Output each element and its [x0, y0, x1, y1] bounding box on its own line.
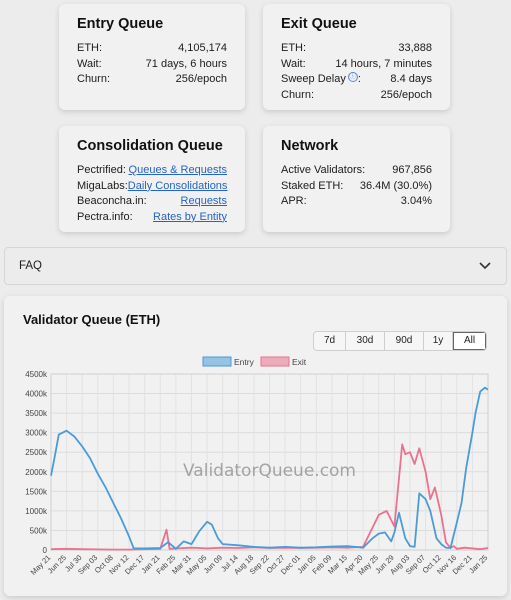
- beaconchain-row: Beaconcha.in: Requests: [77, 194, 227, 210]
- exit-queue-card: Exit Queue ETH: 33,888 Wait: 14 hours, 7 m…: [263, 4, 450, 110]
- y-tick-label: 4000k: [25, 390, 48, 399]
- entry-queue-card: Entry Queue ETH: 4,105,174 Wait: 71 days, …: [59, 4, 245, 110]
- active-validators-row: Active Validators: 967,856: [281, 163, 432, 179]
- entry-queue-title: Entry Queue: [77, 16, 164, 32]
- pectra-info-link[interactable]: Rates by Entity: [153, 210, 227, 223]
- chart-title: Validator Queue (ETH): [23, 312, 161, 327]
- consolidation-queue-title: Consolidation Queue: [77, 138, 223, 154]
- range-7d-button[interactable]: 7d: [314, 332, 346, 350]
- y-tick-label: 1500k: [25, 487, 48, 496]
- chart-watermark: ValidatorQueue.com: [183, 461, 356, 481]
- staked-eth-row: Staked ETH: 36.4M (30.0%): [281, 179, 432, 195]
- plot-area-border: [50, 373, 489, 551]
- entry-wait-row: Wait: 71 days, 6 hours: [77, 57, 227, 73]
- info-icon[interactable]: ⓘ: [347, 72, 358, 83]
- y-tick-label: 3000k: [25, 429, 48, 438]
- staked-eth-value: 36.4M (30.0%): [359, 179, 432, 192]
- entry-wait-value: 71 days, 6 hours: [145, 57, 227, 70]
- validator-queue-chart: 0 500k 1000k 1500k 2000k 2500k 3000k 3500k 4000k…: [25, 356, 489, 577]
- legend-swatch-exit: [260, 356, 290, 367]
- network-card: Network Active Validators: 967,856 Staked…: [263, 126, 450, 232]
- series-line-entry: [50, 386, 489, 550]
- validator-queue-chart-card: 0 500k 1000k 1500k 2000k 2500k 3000k 3500k 4000k…: [4, 296, 507, 596]
- apr-row: APR: 3.04%: [281, 194, 432, 210]
- legend-label-entry: Entry: [234, 357, 255, 367]
- y-tick-label: 500k: [30, 526, 48, 535]
- exit-queue-title: Exit Queue: [281, 16, 357, 32]
- apr-value: 3.04%: [400, 195, 432, 208]
- exit-churn-row: Churn: 256/epoch: [281, 88, 432, 104]
- y-tick-label: 4500k: [25, 370, 48, 379]
- entry-churn-value: 256/epoch: [175, 73, 227, 86]
- entry-eth-row: ETH: 4,105,174: [77, 41, 227, 57]
- entry-churn-row: Churn: 256/epoch: [77, 72, 227, 88]
- exit-sweep-row: Sweep Delay ⓘ:8.4 days: [281, 72, 432, 88]
- pectra-info-row: Pectra.info: Rates by Entity: [77, 210, 227, 226]
- exit-sweep-value: 8.4 days: [390, 73, 432, 86]
- y-tick-label: 0: [43, 546, 48, 555]
- range-30d-button[interactable]: 30d: [346, 332, 385, 350]
- y-tick-label: 2000k: [25, 468, 48, 477]
- legend-swatch-entry: [202, 356, 232, 367]
- migalabs-link[interactable]: Daily Consolidations: [127, 179, 228, 192]
- pectrified-link[interactable]: Queues & Requests: [128, 164, 227, 176]
- exit-wait-row: Wait: 14 hours, 7 minutes: [281, 57, 432, 73]
- beaconchain-link[interactable]: Requests: [180, 195, 227, 208]
- consolidation-queue-card: Consolidation Queue Pectrified: Queues & …: [59, 126, 245, 232]
- legend-label-exit: Exit: [292, 357, 307, 367]
- faq-accordion[interactable]: FAQ: [4, 247, 507, 285]
- y-tick-label: 2500k: [25, 448, 48, 457]
- entry-eth-value: 4,105,174: [178, 42, 227, 54]
- faq-label: FAQ: [19, 260, 43, 272]
- range-all-button[interactable]: All: [453, 332, 486, 350]
- range-90d-button[interactable]: 90d: [385, 332, 424, 350]
- exit-churn-value: 256/epoch: [380, 88, 432, 101]
- exit-wait-value: 14 hours, 7 minutes: [335, 57, 432, 70]
- chevron-down-icon: [479, 262, 491, 270]
- y-tick-label: 1000k: [25, 507, 48, 516]
- active-validators-value: 967,856: [392, 164, 432, 176]
- range-1y-button[interactable]: 1y: [424, 332, 453, 350]
- network-title: Network: [281, 138, 339, 154]
- exit-eth-row: ETH: 33,888: [281, 41, 432, 57]
- y-tick-label: 3500k: [25, 409, 48, 418]
- exit-eth-value: 33,888: [398, 42, 432, 54]
- migalabs-row: MigaLabs: Daily Consolidations: [77, 179, 227, 195]
- range-selector: 7d 30d 90d 1y All: [313, 331, 487, 351]
- pectrified-row: Pectrified: Queues & Requests: [77, 163, 227, 179]
